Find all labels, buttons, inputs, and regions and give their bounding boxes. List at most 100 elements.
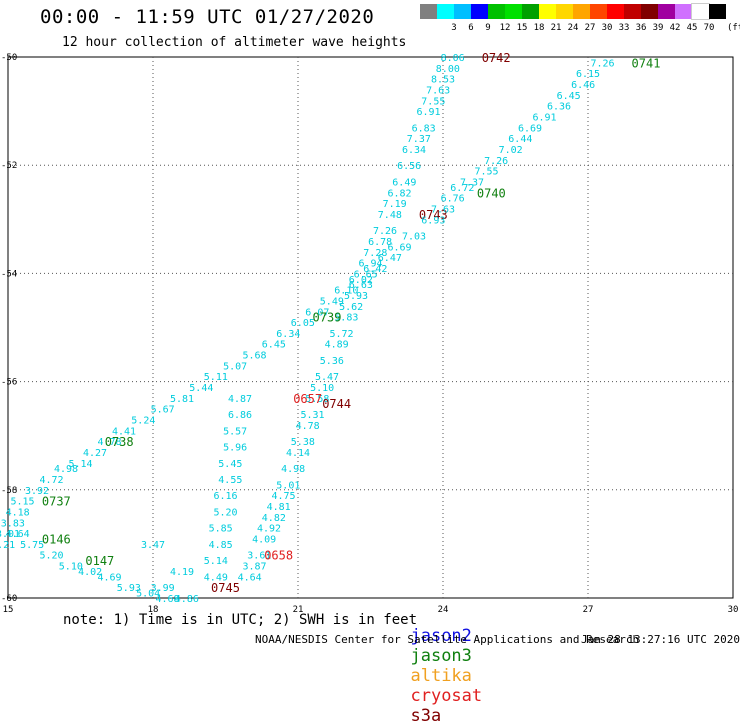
wave-height-point: 5.57	[223, 426, 247, 437]
wave-height-point: 4.55	[218, 475, 242, 486]
wave-height-point: 5.44	[189, 383, 213, 394]
wave-height-point: 5.38	[291, 437, 315, 448]
color-scale-swatch	[556, 4, 573, 19]
wave-height-point: 5.45	[218, 459, 242, 470]
color-scale-label: 70	[703, 23, 715, 33]
wave-height-point: 4.78	[97, 437, 121, 448]
wave-height-point: 3.47	[141, 540, 165, 551]
legend-s3a: s3a	[410, 706, 442, 726]
wave-height-point: 6.05	[291, 318, 315, 329]
pass-time-label: 0658	[264, 549, 293, 563]
color-scale-label: 21	[550, 23, 562, 33]
wave-height-point: 5.58	[305, 394, 329, 405]
wave-height-point: 4.14	[286, 448, 310, 459]
color-scale-label: 3	[451, 23, 457, 33]
wave-height-point: 5.83	[334, 313, 358, 324]
wave-height-point: 5.93	[344, 291, 368, 302]
wave-height-point: 4.82	[262, 513, 286, 524]
wave-height-point: 5.68	[242, 351, 266, 362]
wave-height-point: 5.10	[310, 383, 334, 394]
legend-altika: altika	[410, 666, 472, 686]
wave-height-point: 5.20	[213, 507, 237, 518]
pass-time-label: 0743	[419, 208, 448, 222]
wave-height-point: 7.55	[421, 96, 445, 107]
color-scale-swatch	[624, 4, 641, 19]
wave-height-point: 7.48	[378, 210, 402, 221]
wave-height-point: 4.89	[325, 340, 349, 351]
wave-height-point: 6.16	[213, 491, 237, 502]
wave-height-point: 5.24	[131, 415, 155, 426]
color-scale-swatch	[573, 4, 590, 19]
wave-height-point: 4.72	[39, 475, 63, 486]
wave-height-point: 4.64	[6, 529, 30, 540]
color-scale-swatch	[658, 4, 675, 19]
color-scale-label: 15	[516, 23, 528, 33]
y-tick-label: -60	[1, 594, 17, 604]
legend-jason2: jason2	[410, 626, 472, 646]
wave-height-point: 6.69	[518, 123, 542, 134]
color-scale-swatch	[691, 3, 710, 20]
wave-height-point: 4.49	[204, 572, 228, 583]
wave-height-point: 5.10	[59, 562, 83, 573]
x-tick-label: 27	[583, 605, 594, 615]
wave-height-point: 6.65	[354, 269, 378, 280]
wave-height-point: 5.31	[300, 410, 324, 421]
wave-height-point: 4.92	[257, 524, 281, 535]
footer-note: note: 1) Time is in UTC; 2) SWH is in fe…	[63, 612, 418, 628]
wave-height-point: 7.26	[373, 226, 397, 237]
wave-height-point: 6.34	[276, 329, 300, 340]
wave-height-point: 7.03	[402, 232, 426, 243]
wave-height-point: 7.28	[363, 248, 387, 259]
wave-height-point: 3.61	[247, 551, 271, 562]
chart-title: 00:00 - 11:59 UTC 01/27/2020	[40, 6, 375, 28]
pass-time-label: 0744	[322, 397, 351, 411]
wave-height-point: 6.07	[305, 307, 329, 318]
wave-height-point: 6.34	[402, 145, 426, 156]
color-scale-unit: (ft)	[727, 23, 740, 33]
wave-height-point: 3.01	[0, 529, 20, 540]
wave-height-point: 6.69	[387, 242, 411, 253]
color-scale-label: 6	[468, 23, 474, 33]
color-scale-label: 9	[485, 23, 491, 33]
wave-height-point: 4.78	[296, 421, 320, 432]
wave-height-point: 4.27	[83, 448, 107, 459]
wave-height-point: 3.92	[25, 486, 49, 497]
wave-height-point: 6.45	[262, 340, 286, 351]
wave-height-point: 6.56	[397, 161, 421, 172]
color-scale-label: 33	[618, 23, 630, 33]
color-scale-label: 18	[533, 23, 545, 33]
wave-height-point: 8.00	[436, 64, 460, 75]
wave-height-point: 6.02	[349, 275, 373, 286]
y-tick-label: -54	[1, 269, 17, 279]
wave-height-point: 6.76	[441, 194, 465, 205]
wave-height-point: 4.02	[78, 567, 102, 578]
wave-height-point: 7.02	[499, 145, 523, 156]
wave-height-point: 8.53	[431, 75, 455, 86]
pass-time-label: 0147	[85, 554, 114, 568]
wave-height-point: 6.86	[228, 410, 252, 421]
color-scale-swatch	[505, 4, 522, 19]
wave-height-point: 5.20	[39, 551, 63, 562]
generation-timestamp: Jan 28 13:27:16 UTC 2020	[581, 633, 740, 646]
wave-height-point: 5.47	[315, 372, 339, 383]
wave-height-point: 7.63	[431, 204, 455, 215]
color-scale-label: 27	[584, 23, 596, 33]
wave-height-point: 6.91	[532, 113, 556, 124]
wave-height-point: 6.49	[392, 177, 416, 188]
x-tick-label: 24	[438, 605, 449, 615]
wave-height-point: 4.68	[155, 594, 179, 605]
color-scale-swatch	[539, 4, 556, 19]
wave-height-point: 4.09	[252, 534, 276, 545]
wave-height-point: 7.37	[407, 134, 431, 145]
wave-height-point: 6.72	[450, 183, 474, 194]
color-scale-swatch	[607, 4, 624, 19]
wave-height-point: 3.83	[1, 518, 25, 529]
wave-height-point: 6.36	[547, 102, 571, 113]
color-scale-swatch	[522, 4, 539, 19]
pass-time-label: 0741	[632, 56, 661, 70]
wave-height-point: 5.04	[136, 589, 160, 600]
color-scale-label: 36	[635, 23, 647, 33]
pass-time-label: 0737	[42, 495, 71, 509]
wave-height-point: 5.96	[223, 443, 247, 454]
wave-height-point: 5.14	[204, 556, 228, 567]
